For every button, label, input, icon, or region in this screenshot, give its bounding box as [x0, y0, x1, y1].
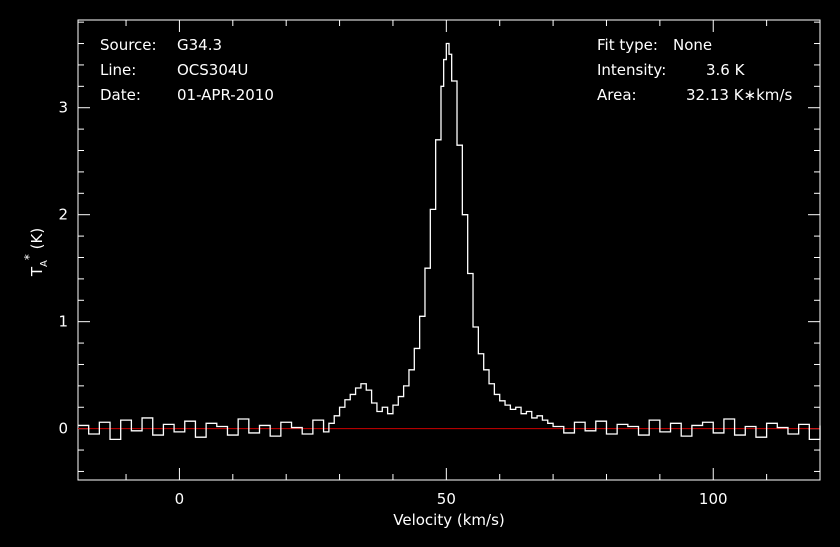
- svg-text:TA* (K): TA* (K): [22, 228, 50, 277]
- date-value: 01-APR-2010: [177, 86, 274, 104]
- date-key: Date:: [100, 86, 141, 104]
- x-tick-label: 0: [175, 490, 185, 508]
- fit-type-key: Fit type:: [597, 36, 658, 54]
- intensity-value: 3.6 K: [706, 61, 745, 79]
- source-value: G34.3: [177, 36, 223, 54]
- x-tick-label: 100: [699, 490, 728, 508]
- spectrum-line: [78, 42, 821, 440]
- fit-type-value: None: [673, 36, 713, 54]
- y-axis-label: TA* (K): [22, 228, 50, 277]
- y-tick-label: 2: [58, 206, 68, 224]
- source-key: Source:: [100, 36, 157, 54]
- y-tick-label: 3: [58, 99, 68, 117]
- line-key: Line:: [100, 61, 137, 79]
- area-value: 32.13 K∗km/s: [686, 86, 793, 104]
- y-tick-label: 1: [58, 313, 68, 331]
- x-axis-label: Velocity (km/s): [393, 511, 504, 529]
- line-value: OCS304U: [177, 61, 249, 79]
- plot-frame: [77, 19, 821, 481]
- area-key: Area:: [597, 86, 637, 104]
- intensity-key: Intensity:: [597, 61, 667, 79]
- x-tick-label: 50: [437, 490, 456, 508]
- y-tick-label: 0: [58, 420, 68, 438]
